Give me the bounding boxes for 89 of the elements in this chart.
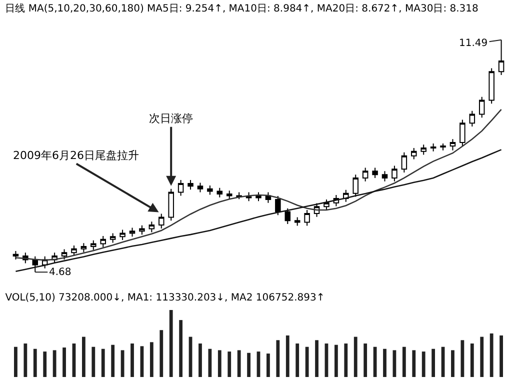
candlestick [246, 192, 252, 202]
candlestick [430, 143, 436, 152]
candlestick [401, 152, 408, 174]
candlestick [362, 167, 368, 182]
bar [179, 320, 183, 377]
bar [101, 348, 105, 377]
bar [169, 310, 173, 377]
bar [218, 350, 222, 377]
candlestick [120, 229, 126, 241]
candlestick [256, 192, 262, 202]
bar [33, 348, 37, 377]
bar [52, 350, 56, 377]
candlestick [100, 235, 106, 248]
candlestick [488, 68, 494, 104]
bar [296, 344, 300, 377]
bar [82, 336, 86, 377]
bar [111, 344, 115, 377]
bar [43, 352, 47, 377]
bar [24, 344, 28, 377]
chart-title: VOL(5,10) 73208.000↓, MA1: 113330.203↓, MA2 106752.893↑ [5, 292, 325, 304]
bar [490, 333, 494, 377]
bar [228, 352, 232, 377]
candlestick [411, 147, 417, 160]
candlestick [71, 244, 77, 257]
candlestick [110, 232, 116, 244]
annotation: 2009年6月26日尾盘拉升 [13, 149, 139, 162]
candlestick [178, 180, 184, 196]
candlestick [207, 184, 213, 196]
candlestick [372, 167, 378, 178]
candlestick [440, 143, 446, 151]
candlestick [478, 96, 485, 118]
candlestick [392, 165, 398, 182]
candlestick [61, 248, 68, 260]
candlestick [382, 170, 388, 182]
bar [130, 344, 134, 377]
bar [364, 344, 368, 377]
chart-title: 日线 MA(5,10,20,30,60,180) MA5日: 9.254↑, MA10日: 8.984↑, MA20日: 8.672↑, MA30日: 8.318 [5, 2, 478, 14]
bar [286, 335, 290, 377]
bar [276, 340, 280, 377]
bar [266, 354, 270, 377]
bar [480, 336, 484, 377]
candlestick [352, 174, 358, 198]
bar [198, 344, 202, 377]
candlestick [498, 39, 504, 76]
candlestick [420, 144, 426, 156]
bar [14, 346, 18, 377]
candlestick [304, 210, 310, 226]
candlestick [148, 221, 155, 233]
bar [451, 350, 454, 377]
candlestick [324, 198, 330, 211]
bar [160, 330, 164, 377]
bar [354, 336, 358, 377]
bar [460, 340, 464, 377]
candlestick [275, 196, 281, 216]
candlestick [80, 242, 87, 253]
bar [247, 352, 250, 377]
candlestick [90, 240, 96, 250]
candlestick [197, 182, 204, 193]
bar [92, 346, 96, 377]
bar [432, 348, 436, 377]
bar [470, 344, 474, 377]
bar [500, 335, 503, 377]
bar [383, 348, 386, 377]
candlestick [12, 250, 19, 260]
candlestick [226, 190, 232, 200]
candlestick [284, 208, 291, 225]
candlestick [216, 187, 223, 198]
bar [334, 344, 338, 377]
bar [237, 350, 241, 377]
annotation: 4.68 [49, 267, 72, 278]
bar [402, 346, 406, 377]
bar [62, 348, 66, 377]
candlestick [188, 180, 194, 190]
bar [305, 346, 309, 377]
annotation: 次日涨停 [149, 112, 193, 125]
candlestick [158, 213, 164, 229]
bar [422, 352, 426, 377]
bar [150, 342, 154, 377]
bar [344, 344, 348, 377]
candlestick [294, 216, 300, 226]
candlestick [450, 138, 456, 151]
annotation: 11.49 [459, 38, 488, 49]
candlestick [460, 119, 466, 146]
candlestick [469, 110, 476, 128]
bar [208, 348, 212, 377]
bar [315, 340, 318, 377]
bar [412, 350, 416, 377]
candlestick [139, 224, 145, 236]
candlestick [129, 227, 136, 238]
